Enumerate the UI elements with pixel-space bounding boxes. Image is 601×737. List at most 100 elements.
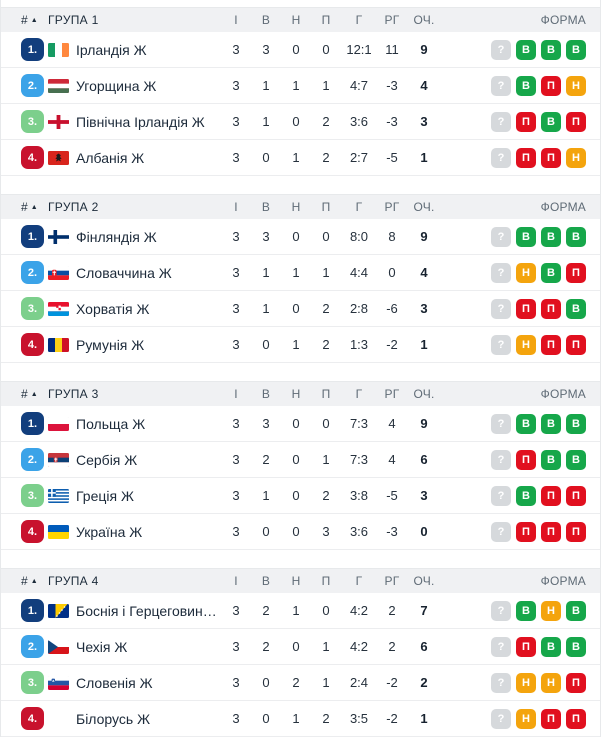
form-unknown-badge[interactable]: ? [491,298,511,319]
form-loss-badge[interactable]: П [566,521,586,542]
team-name[interactable]: Північна Ірландія Ж [76,113,205,130]
form-draw-badge[interactable]: Н [566,147,586,168]
team-row[interactable]: 2. Угорщина Ж 3 1 1 1 4:7 -3 4? В П Н [1,68,600,104]
team-row[interactable]: 1. Ірландія Ж 3 3 0 0 12:1 11 9? В В В [1,32,600,68]
team-name[interactable]: Хорватія Ж [76,300,150,317]
form-win-badge[interactable]: В [541,262,561,283]
team-name[interactable]: Ірландія Ж [76,41,147,58]
form-unknown-badge[interactable]: ? [491,413,511,434]
form-unknown-badge[interactable]: ? [491,600,511,621]
sort-header[interactable]: # ▲ [21,387,48,401]
team-row[interactable]: 3. Словенія Ж 3 0 2 1 2:4 -2 2? Н Н П [1,665,600,701]
form-draw-badge[interactable]: Н [516,672,536,693]
form-win-badge[interactable]: В [541,39,561,60]
form-unknown-badge[interactable]: ? [491,75,511,96]
form-unknown-badge[interactable]: ? [491,449,511,470]
form-loss-badge[interactable]: П [516,298,536,319]
form-loss-badge[interactable]: П [516,147,536,168]
form-win-badge[interactable]: В [516,226,536,247]
form-loss-badge[interactable]: П [566,262,586,283]
team-name[interactable]: Україна Ж [76,523,143,540]
team-name[interactable]: Білорусь Ж [76,710,150,727]
form-loss-badge[interactable]: П [516,449,536,470]
form-loss-badge[interactable]: П [541,521,561,542]
team-name[interactable]: Словаччина Ж [76,264,172,281]
form-win-badge[interactable]: В [541,111,561,132]
form-loss-badge[interactable]: П [541,75,561,96]
form-unknown-badge[interactable]: ? [491,111,511,132]
form-loss-badge[interactable]: П [541,147,561,168]
form-win-badge[interactable]: В [566,413,586,434]
team-row[interactable]: 2. Сербія Ж 3 2 0 1 7:3 4 6? П В В [1,442,600,478]
form-win-badge[interactable]: В [566,39,586,60]
form-win-badge[interactable]: В [516,39,536,60]
form-win-badge[interactable]: В [566,449,586,470]
form-draw-badge[interactable]: Н [516,334,536,355]
form-loss-badge[interactable]: П [541,708,561,729]
team-name[interactable]: Словенія Ж [76,674,153,691]
team-name[interactable]: Польща Ж [76,415,146,432]
form-unknown-badge[interactable]: ? [491,147,511,168]
team-row[interactable]: 4. Румунія Ж 3 0 1 2 1:3 -2 1? Н П П [1,327,600,363]
form-win-badge[interactable]: В [516,600,536,621]
form-draw-badge[interactable]: Н [516,262,536,283]
form-loss-badge[interactable]: П [516,111,536,132]
form-loss-badge[interactable]: П [566,334,586,355]
form-draw-badge[interactable]: Н [516,708,536,729]
form-loss-badge[interactable]: П [566,111,586,132]
team-name[interactable]: Румунія Ж [76,336,145,353]
form-win-badge[interactable]: В [566,226,586,247]
form-win-badge[interactable]: В [516,485,536,506]
form-loss-badge[interactable]: П [566,708,586,729]
form-unknown-badge[interactable]: ? [491,485,511,506]
form-win-badge[interactable]: В [541,226,561,247]
team-name[interactable]: Боснія і Герцеговина Ж [76,602,221,619]
team-row[interactable]: 2. Чехія Ж 3 2 0 1 4:2 2 6? П В В [1,629,600,665]
form-loss-badge[interactable]: П [541,334,561,355]
form-loss-badge[interactable]: П [516,636,536,657]
team-row[interactable]: 1. Фінляндія Ж 3 3 0 0 8:0 8 9? В В В [1,219,600,255]
form-unknown-badge[interactable]: ? [491,636,511,657]
form-unknown-badge[interactable]: ? [491,226,511,247]
team-name[interactable]: Албанія Ж [76,149,145,166]
form-unknown-badge[interactable]: ? [491,334,511,355]
team-row[interactable]: 2. Словаччина Ж 3 1 1 1 4:4 0 4? Н В П [1,255,600,291]
sort-header[interactable]: # ▲ [21,200,48,214]
team-row[interactable]: 1. Польща Ж 3 3 0 0 7:3 4 9? В В В [1,406,600,442]
form-unknown-badge[interactable]: ? [491,672,511,693]
team-name[interactable]: Сербія Ж [76,451,138,468]
form-draw-badge[interactable]: Н [566,75,586,96]
form-loss-badge[interactable]: П [566,485,586,506]
team-name[interactable]: Чехія Ж [76,638,128,655]
form-win-badge[interactable]: В [516,75,536,96]
team-row[interactable]: 3. Греція Ж 3 1 0 2 3:8 -5 3? В П П [1,478,600,514]
form-draw-badge[interactable]: Н [541,672,561,693]
sort-header[interactable]: # ▲ [21,574,48,588]
sort-header[interactable]: # ▲ [21,13,48,27]
form-unknown-badge[interactable]: ? [491,521,511,542]
form-loss-badge[interactable]: П [566,672,586,693]
team-row[interactable]: 4. Україна Ж 3 0 0 3 3:6 -3 0? П П П [1,514,600,550]
form-win-badge[interactable]: В [541,413,561,434]
form-loss-badge[interactable]: П [541,485,561,506]
form-unknown-badge[interactable]: ? [491,708,511,729]
form-unknown-badge[interactable]: ? [491,39,511,60]
team-row[interactable]: 3. Північна Ірландія Ж 3 1 0 2 3:6 -3 3? П В П [1,104,600,140]
team-name[interactable]: Фінляндія Ж [76,228,157,245]
form-loss-badge[interactable]: П [541,298,561,319]
team-name[interactable]: Греція Ж [76,487,134,504]
form-win-badge[interactable]: В [541,449,561,470]
team-name[interactable]: Угорщина Ж [76,77,157,94]
team-row[interactable]: 1. Боснія і Герцеговина Ж 3 2 1 0 4:2 2 7? В Н В [1,593,600,629]
form-win-badge[interactable]: В [541,636,561,657]
form-win-badge[interactable]: В [566,600,586,621]
form-draw-badge[interactable]: Н [541,600,561,621]
form-win-badge[interactable]: В [566,636,586,657]
form-win-badge[interactable]: В [516,413,536,434]
team-row[interactable]: 4. Албанія Ж 3 0 1 2 2:7 -5 1? П П Н [1,140,600,176]
form-unknown-badge[interactable]: ? [491,262,511,283]
team-row[interactable]: 4. Білорусь Ж 3 0 1 2 3:5 -2 1? Н П П [1,701,600,737]
team-row[interactable]: 3. Хорватія Ж 3 1 0 2 2:8 -6 3? П П В [1,291,600,327]
form-loss-badge[interactable]: П [516,521,536,542]
form-win-badge[interactable]: В [566,298,586,319]
